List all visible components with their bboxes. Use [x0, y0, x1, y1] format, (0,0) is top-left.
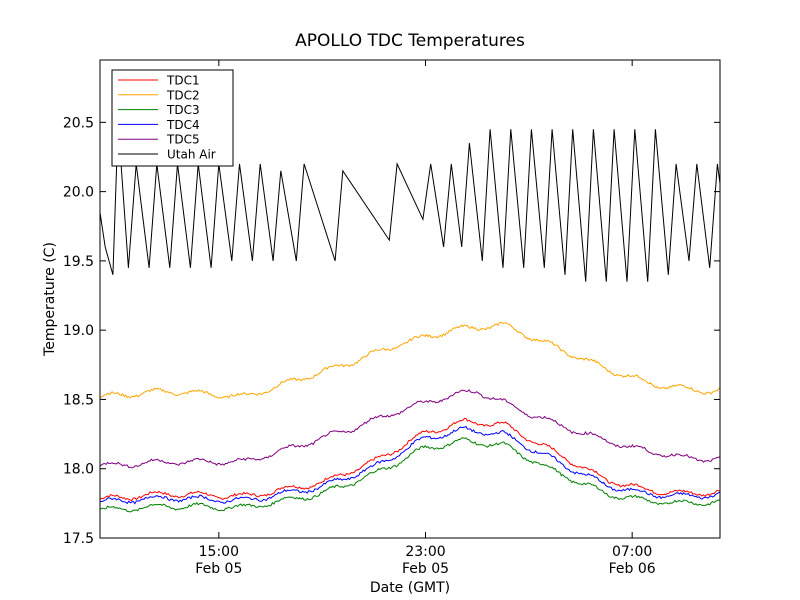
x-tick-label-time: 23:00	[405, 544, 445, 560]
legend-label: TDC3	[166, 103, 200, 117]
legend-label: TDC2	[166, 88, 200, 102]
y-tick-label: 19.5	[63, 254, 94, 270]
y-tick-label: 19.0	[63, 323, 94, 339]
x-axis-title: Date (GMT)	[370, 580, 450, 596]
series-line-tdc1	[100, 417, 720, 501]
legend-label: Utah Air	[167, 148, 216, 162]
x-tick-label-date: Feb 05	[402, 561, 449, 577]
x-tick-label-date: Feb 06	[609, 561, 656, 577]
series-line-tdc3	[100, 437, 720, 513]
legend-box	[111, 69, 234, 167]
series-line-tdc2	[100, 321, 720, 399]
legend-label: TDC1	[166, 74, 200, 88]
series-line-tdc4	[100, 425, 720, 505]
legend-label: TDC5	[166, 133, 200, 147]
y-tick-label: 17.5	[63, 531, 94, 547]
series-line-tdc5	[100, 389, 720, 469]
series-line-utah-air	[100, 122, 720, 282]
y-tick-label: 18.0	[63, 462, 94, 478]
y-tick-label: 20.5	[63, 115, 94, 131]
legend-label: TDC4	[166, 118, 200, 132]
x-tick-label-date: Feb 05	[195, 561, 242, 577]
y-tick-label: 20.0	[63, 185, 94, 201]
y-tick-label: 18.5	[63, 392, 94, 408]
x-tick-label-time: 15:00	[199, 544, 239, 560]
series-layer	[100, 122, 720, 513]
chart-title: APOLLO TDC Temperatures	[295, 31, 525, 51]
y-axis-title: Temperature (C)	[42, 242, 58, 357]
x-tick-label-time: 07:00	[612, 544, 652, 560]
plot-frame	[99, 59, 721, 539]
